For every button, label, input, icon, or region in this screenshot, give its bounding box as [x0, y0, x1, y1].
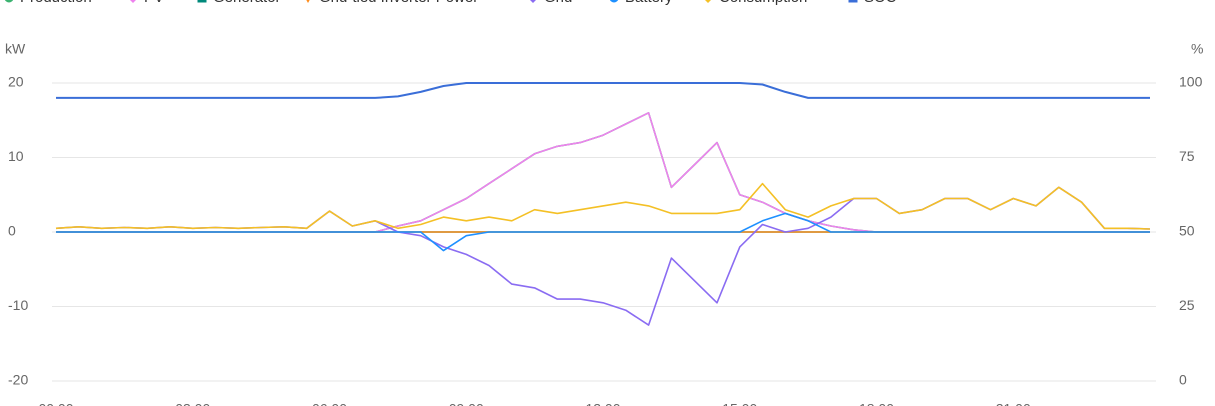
legend-marker: [609, 0, 619, 3]
legend-label: Production: [20, 0, 92, 6]
x-tick-label: 15:00: [722, 401, 757, 406]
y2-tick-label: 50: [1179, 223, 1195, 239]
x-tick-label: 09:00: [449, 401, 484, 406]
x-tick-label: 00:00: [38, 401, 73, 406]
legend-label: Consumption: [719, 0, 807, 6]
legend-marker: [306, 0, 310, 3]
legend-label: Generator: [213, 0, 281, 6]
legend-label: SOC: [864, 0, 897, 6]
y-tick-label: -10: [8, 297, 28, 313]
legend-label: Battery: [625, 0, 673, 6]
legend-label: Grid: [544, 0, 572, 6]
legend-marker: [530, 0, 536, 3]
y2-tick-label: 25: [1179, 297, 1195, 313]
legend-marker: [130, 0, 136, 3]
series-line: [56, 112, 1150, 233]
series-line: [55, 182, 1151, 230]
y-tick-label: 10: [8, 148, 24, 164]
y-tick-label: 0: [8, 223, 16, 239]
x-tick-label: 18:00: [859, 401, 894, 406]
legend-marker: [197, 0, 207, 3]
y-tick-label: 20: [8, 74, 24, 90]
x-tick-label: 03:00: [175, 401, 210, 406]
series-line: [56, 82, 1150, 99]
series-line: [56, 112, 1150, 233]
x-tick-label: 06:00: [312, 401, 347, 406]
legend-label: PV: [144, 0, 164, 6]
x-tick-label: 12:00: [585, 401, 620, 406]
x-tick-label: 21:00: [996, 401, 1031, 406]
legend-marker: [4, 0, 14, 3]
y-axis-unit: kW: [5, 41, 26, 57]
legend-marker: [705, 0, 711, 3]
y2-tick-label: 75: [1179, 148, 1195, 164]
y2-tick-label: 100: [1179, 74, 1203, 90]
legend: Production PV Generator Grid-tied Inverter …: [4, 0, 897, 6]
legend-marker: [848, 0, 858, 3]
series-line: [56, 212, 1150, 252]
y2-axis-unit: %: [1191, 41, 1203, 57]
y-tick-label: -20: [8, 372, 28, 388]
legend-label: Grid-tied Inverter Power: [319, 0, 478, 6]
y2-tick-label: 0: [1179, 372, 1187, 388]
